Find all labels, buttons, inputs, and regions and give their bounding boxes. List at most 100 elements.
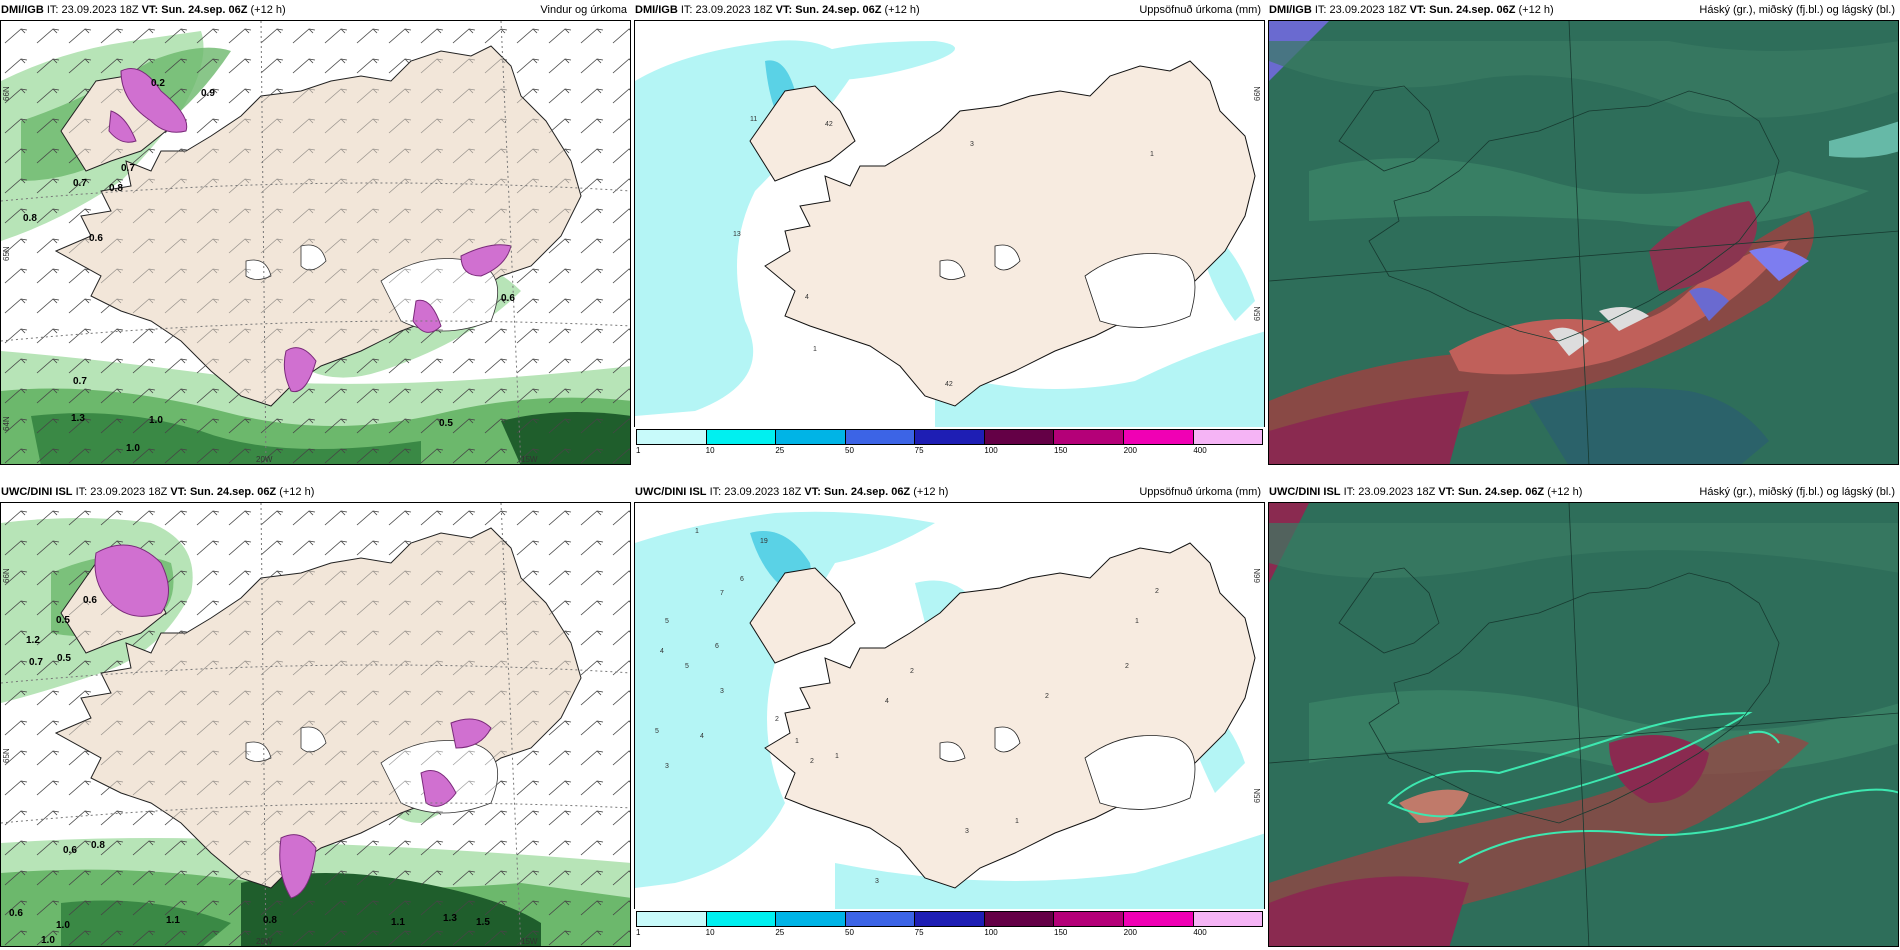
vt-prefix: VT: [1409,4,1427,16]
wind-value-label: 0.5 [57,653,71,664]
lat-label: 65N [1253,306,1262,321]
lat-label: 66N [2,86,11,101]
colorbar-segment [1054,430,1124,444]
colorbar-segment [776,912,846,926]
wind-value-label: 0.5 [439,418,453,429]
lon-label: 20W [256,937,273,946]
it-prefix: IT: [1314,4,1327,16]
lat-label: 66N [2,568,11,583]
wind-value-label: 0.8 [91,840,105,851]
vt-prefix: VT: [804,486,821,498]
lead-time: (+12 h) [279,486,315,498]
colorbar-segment [637,912,707,926]
valid-time: Sun. 24.sep. 06Z [1429,4,1516,16]
precip-value: 1 [835,753,839,760]
precip-value: 2 [1045,693,1049,700]
colorbar-segment [706,912,777,926]
map-wind[interactable]: 0.9 0.2 0.7 0.8 0.7 0.8 0.6 0.6 0.7 1.3 … [0,20,631,465]
field-title: Uppsöfnuð úrkoma (mm) [1139,4,1261,16]
init-time: 23.09.2023 18Z [724,486,802,498]
map-clouds[interactable] [1268,20,1899,465]
colorbar-segment [776,430,846,444]
precip-value: 4 [805,294,809,301]
panel-header: UWC/DINI ISL IT: 23.09.2023 18Z VT: Sun.… [0,482,631,502]
vt-prefix: VT: [775,4,793,16]
wind-value-label: 1.2 [26,635,40,646]
wind-value-label: 0.7 [29,657,43,668]
precip-value: 4 [885,698,889,705]
wind-value-label: 1.0 [41,935,55,946]
colorbar-tick: 150 [1054,446,1068,455]
lat-label: 66N [1253,568,1262,583]
lon-label: 15W [521,937,538,946]
model-name: UWC/DINI ISL [1,486,73,498]
precip-value: 3 [875,878,879,885]
map-clouds[interactable] [1268,502,1899,947]
colorbar-tick: 150 [1054,928,1068,937]
wind-value-label: 1.5 [476,917,490,928]
precip-value: 13 [733,231,741,238]
wind-value-label: 0.6 [89,233,103,244]
wind-value-label: 0.9 [201,88,215,99]
precip-value: 11 [750,116,757,123]
precip-value: 2 [910,668,914,675]
colorbar-tick: 100 [984,928,998,937]
colorbar-segment [1054,912,1124,926]
vt-prefix: VT: [1438,486,1455,498]
colorbar-tick: 50 [845,928,854,937]
valid-time: Sun. 24.sep. 06Z [1457,486,1545,498]
panel-header: DMI/IGB IT: 23.09.2023 18Z VT: Sun. 24.s… [0,0,631,20]
colorbar-segment [984,912,1055,926]
init-time: 23.09.2023 18Z [1329,4,1407,16]
model-name: DMI/IGB [1,4,44,16]
precip-value: 5 [665,618,669,625]
colorbar-tick: 75 [914,446,924,455]
colorbar [636,429,1263,445]
colorbar-tick: 200 [1123,928,1138,937]
wind-value-label: 0.7 [73,178,87,189]
precip-value: 5 [655,728,659,735]
panel-header: DMI/IGB IT: 23.09.2023 18Z VT: Sun. 24.s… [1268,0,1899,20]
lead-time: (+12 h) [1518,4,1554,16]
model-name: UWC/DINI ISL [1269,486,1341,498]
wind-value-label: 0.8 [23,213,37,224]
it-prefix: IT: [46,4,59,16]
panel-dmi-wind: DMI/IGB IT: 23.09.2023 18Z VT: Sun. 24.s… [0,0,631,465]
wind-value-label: 0.8 [263,915,277,926]
wind-value-label: 0.6 [501,293,515,304]
precip-value: 3 [665,763,669,770]
panel-dmi-clouds: DMI/IGB IT: 23.09.2023 18Z VT: Sun. 24.s… [1268,0,1899,465]
precip-value: 6 [740,576,744,583]
map-wind[interactable]: 0.6 0.5 0.7 1.2 0.5 0.6 0.8 1.0 1.0 1.1 … [0,502,631,947]
precip-value: 19 [760,538,768,545]
precip-value: 6 [715,643,719,650]
map-precip[interactable]: 66N 65N 1 19 7 6 5 4 5 6 5 3 4 3 2 1 2 1… [634,502,1265,909]
it-prefix: IT: [709,486,722,498]
colorbar-tick: 400 [1193,446,1207,455]
colorbar-tick: 50 [845,446,854,455]
colorbar-tick: 200 [1123,446,1138,455]
init-time: 23.09.2023 18Z [90,486,168,498]
colorbar-tick: 1 [636,928,641,937]
wind-value-label: 1.1 [166,915,180,926]
colorbar-segment [637,430,707,444]
panel-uwc-precip: UWC/DINI ISL IT: 23.09.2023 18Z VT: Sun.… [634,482,1265,947]
precip-value: 3 [970,141,974,148]
wind-value-label: 1.3 [71,413,85,424]
vt-prefix: VT: [141,4,159,16]
lat-label: 65N [1253,788,1262,803]
colorbar-segment [915,430,985,444]
map-precip[interactable]: 66N 65N 11 42 3 1 13 4 1 42 [634,20,1265,427]
colorbar-segment [706,430,777,444]
wind-value-label: 0.6 [63,845,77,856]
precip-value: 3 [720,688,724,695]
precip-value: 42 [945,381,953,388]
wind-value-label: 0.6 [83,595,97,606]
precip-value: 42 [825,121,833,128]
valid-time: Sun. 24.sep. 06Z [823,486,911,498]
wind-value-label: 0.8 [109,183,123,194]
precip-value: 1 [1150,151,1154,158]
lat-label: 65N [2,748,11,763]
colorbar-tick: 25 [775,446,785,455]
valid-time: Sun. 24.sep. 06Z [189,486,277,498]
